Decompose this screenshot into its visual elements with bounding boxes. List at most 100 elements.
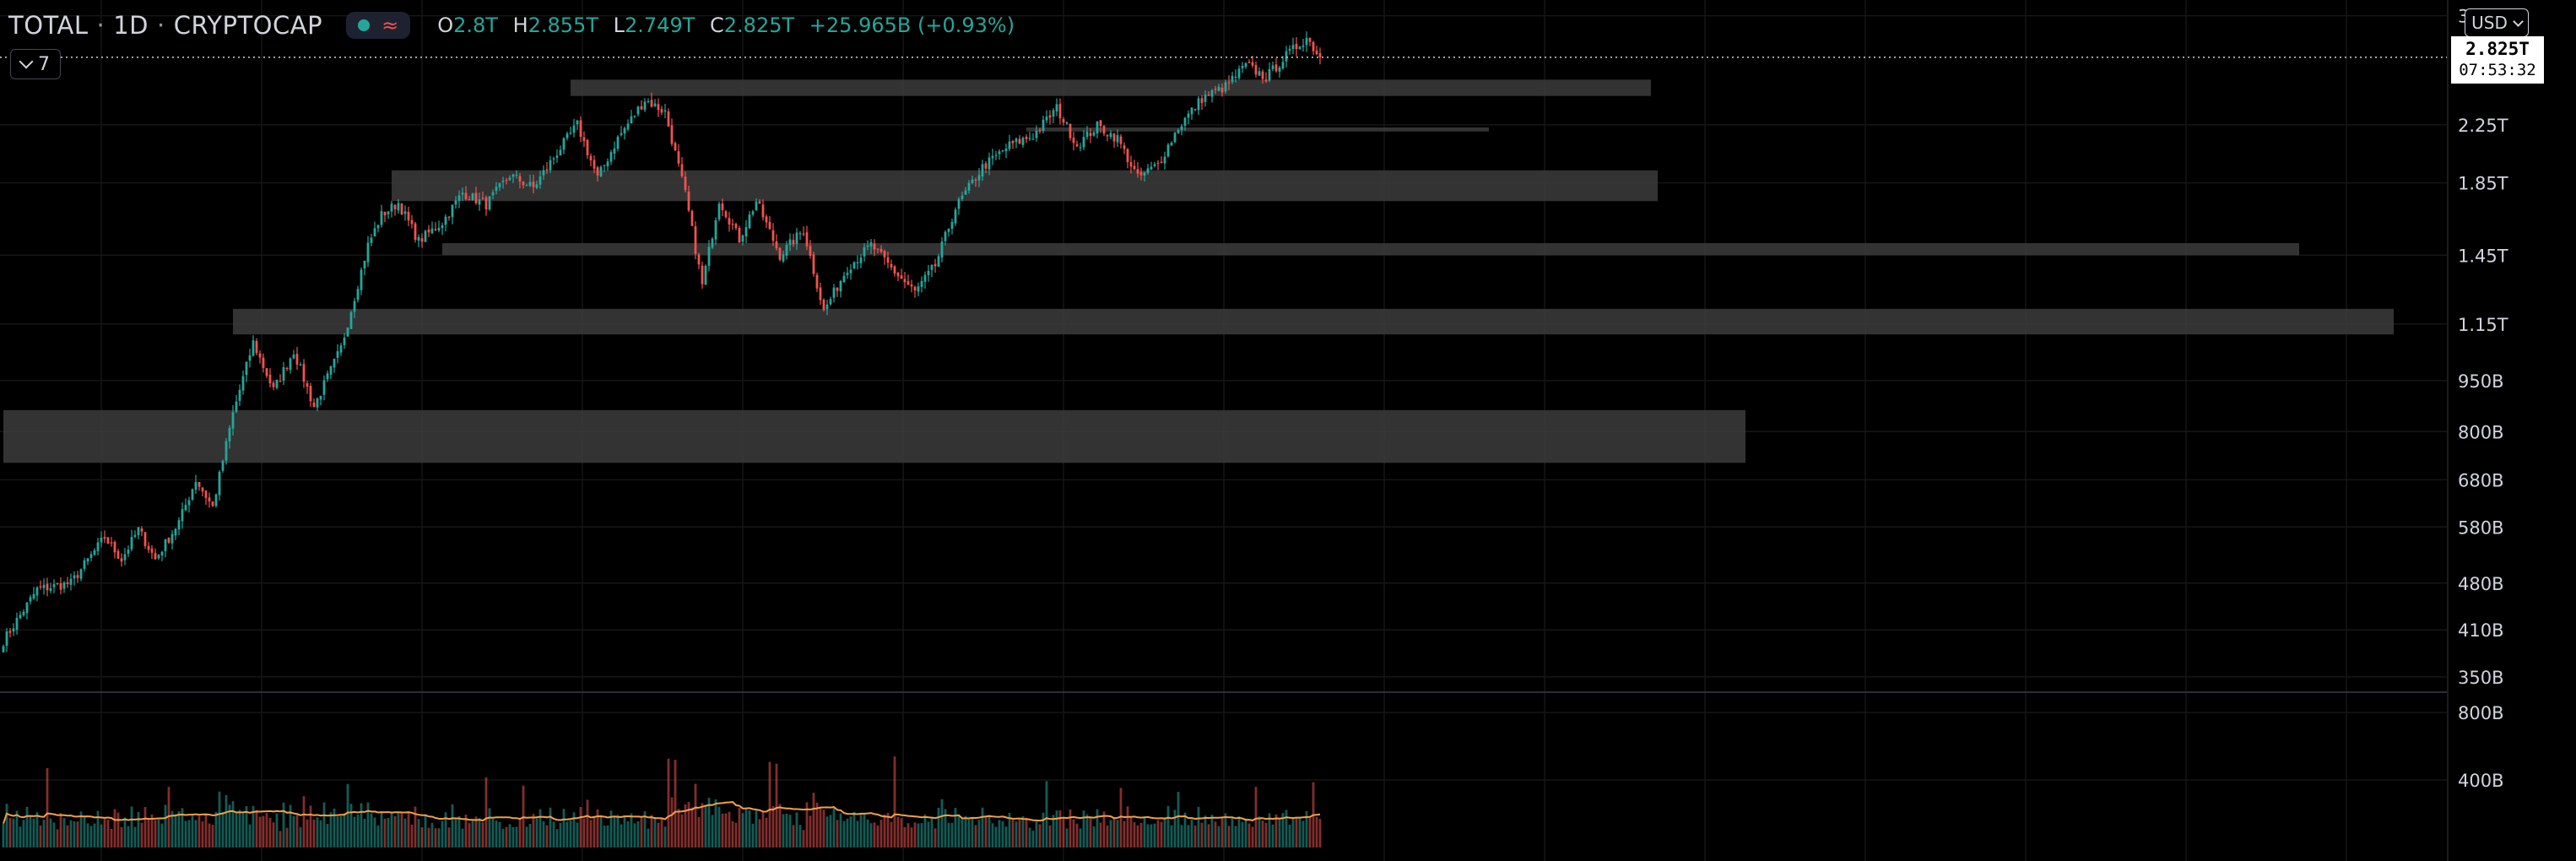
volume-bar — [1254, 787, 1258, 847]
candle-body — [353, 301, 356, 312]
candle-body — [744, 227, 748, 237]
chart-legend: TOTAL · 1D · CRYPTOCAP ≈ O2.8T H2.855T L2.74… — [8, 7, 1023, 44]
candle-body — [674, 143, 677, 151]
change-value: +25.965B (+0.93%) — [809, 14, 1015, 37]
candle-body — [265, 368, 268, 376]
candle-body — [86, 558, 89, 562]
volume-bar — [498, 821, 501, 847]
volume-bar — [218, 791, 221, 847]
candle-body — [616, 136, 620, 149]
candle-body — [1038, 130, 1042, 132]
volume-bar — [316, 817, 319, 847]
price-zone[interactable] — [1026, 127, 1489, 132]
candle-body — [333, 359, 336, 368]
candle-body — [150, 548, 154, 553]
price-zone[interactable] — [442, 243, 2299, 256]
volume-axis[interactable]: 800B 400B — [2458, 703, 2504, 791]
candle-body — [579, 120, 582, 138]
candle-body — [1258, 71, 1261, 76]
currency-selector[interactable]: USD — [2465, 8, 2529, 37]
candle-body — [1163, 156, 1166, 164]
volume-bar — [714, 799, 717, 847]
candle-body — [59, 583, 62, 590]
volume-bar — [326, 824, 329, 847]
price-zone[interactable] — [3, 409, 1745, 463]
volume-bar — [312, 820, 316, 847]
price-axis-tick: 950B — [2458, 371, 2504, 392]
volume-bar — [886, 812, 890, 847]
candle-body — [488, 196, 491, 210]
candle-body — [457, 195, 461, 202]
market-open-dot-icon — [358, 19, 371, 31]
candle-body — [1204, 95, 1207, 102]
candle-body — [1035, 130, 1038, 138]
candle-body — [434, 229, 437, 230]
last-price-tag: 2.825T 07:53:32 — [2451, 36, 2544, 84]
volume-bar — [849, 816, 852, 847]
volume-bar — [285, 827, 289, 847]
volume-bar — [1281, 813, 1285, 847]
collapse-indicators-button[interactable]: 7 — [10, 49, 61, 79]
volume-bar — [1018, 820, 1021, 847]
candle-body — [1065, 122, 1069, 124]
volume-bar — [1210, 815, 1214, 847]
volume-bar — [272, 822, 275, 847]
volume-bar — [974, 825, 977, 847]
volume-bar — [1302, 820, 1305, 847]
volume-bar — [164, 804, 167, 847]
price-zone[interactable] — [392, 170, 1658, 202]
volume-bar — [771, 806, 775, 847]
candle-body — [414, 223, 417, 241]
volume-bar — [444, 812, 447, 847]
candle-body — [1153, 164, 1156, 166]
symbol-title[interactable]: TOTAL · 1D · CRYPTOCAP — [8, 11, 323, 40]
volume-bar — [265, 813, 268, 847]
market-status[interactable]: ≈ — [346, 12, 411, 39]
candle-body — [1261, 71, 1264, 79]
volume-bar — [572, 812, 576, 847]
volume-bar — [977, 820, 981, 847]
volume-bar — [1028, 827, 1031, 847]
candle-body — [606, 161, 609, 167]
volume-bar — [410, 824, 414, 847]
candle-body — [120, 558, 123, 562]
volume-bar — [360, 803, 363, 847]
volume-bar — [640, 817, 643, 847]
volume-bar — [1173, 810, 1177, 847]
price-axis[interactable]: 3.25T2.25T1.85T1.45T1.15T950B800B680B580… — [2458, 7, 2508, 688]
price-zone[interactable] — [233, 308, 2394, 335]
volume-bar — [1166, 805, 1170, 847]
volume-bar — [923, 814, 927, 847]
candle-body — [748, 214, 751, 229]
volume-bar — [863, 813, 866, 847]
volume-bar — [606, 825, 609, 847]
volume-bar — [728, 811, 731, 847]
candle-body — [701, 265, 704, 284]
candle-body — [542, 170, 545, 176]
volume-bar — [1237, 816, 1241, 847]
candle-body — [795, 232, 798, 244]
volume-bar — [562, 809, 566, 847]
candle-body — [430, 228, 434, 234]
volume-bar — [613, 816, 616, 847]
volume-bar — [839, 813, 842, 847]
candle-body — [116, 550, 120, 559]
candle-body — [164, 539, 167, 551]
candle-body — [373, 228, 376, 236]
volume-bar — [343, 813, 346, 847]
candle-body — [549, 160, 552, 171]
volume-bar — [734, 822, 738, 847]
volume-bar — [1190, 819, 1193, 847]
candle-body — [626, 123, 630, 130]
volume-bar — [721, 813, 724, 847]
candle-body — [268, 374, 272, 384]
candle-body — [174, 528, 177, 536]
candle-body — [994, 154, 998, 156]
candle-body — [734, 224, 738, 229]
candle-body — [1224, 82, 1227, 92]
candle-body — [1119, 136, 1123, 144]
candle-body — [336, 351, 339, 358]
price-zone[interactable] — [571, 79, 1651, 96]
candle-body — [167, 538, 170, 543]
